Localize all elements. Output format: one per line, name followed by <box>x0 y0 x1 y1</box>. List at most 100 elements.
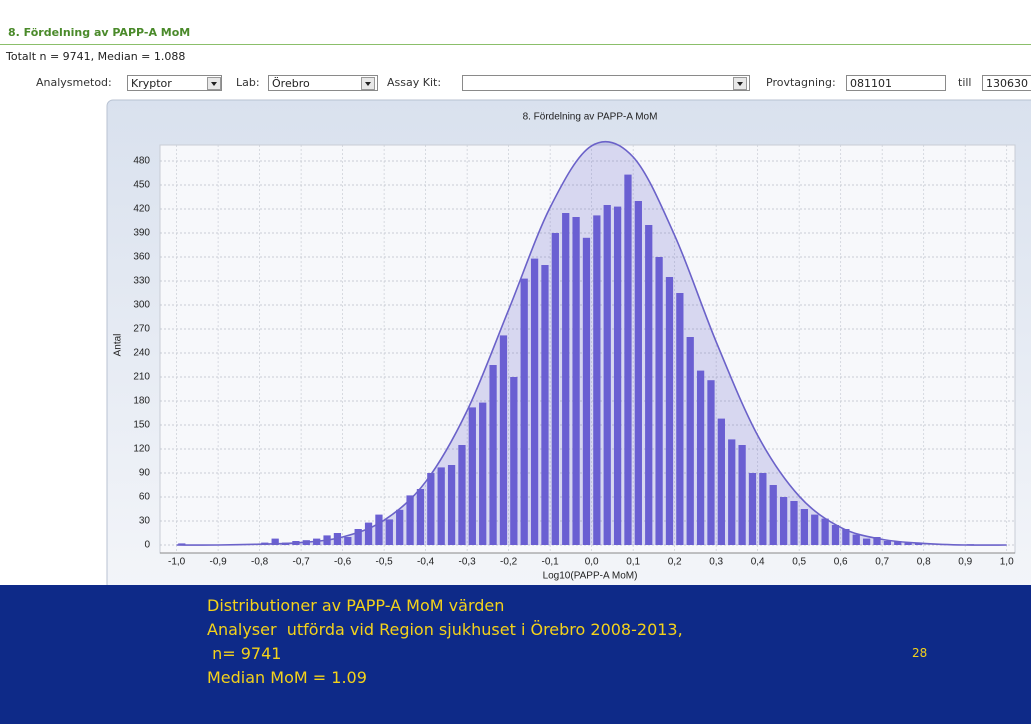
caption-line: Analyser utförda vid Region sjukhuset i … <box>207 620 683 639</box>
bar <box>728 439 736 545</box>
bar <box>530 258 539 545</box>
bar <box>582 237 591 546</box>
bar <box>562 213 570 545</box>
bar <box>613 206 622 545</box>
page-number: 28 <box>912 646 928 660</box>
y-tick-label: 240 <box>133 348 150 359</box>
bar <box>665 277 674 545</box>
bar <box>416 489 425 545</box>
x-tick-label: 0,2 <box>668 557 682 568</box>
bar <box>603 205 611 545</box>
y-tick-label: 330 <box>133 276 150 287</box>
y-tick-label: 270 <box>133 324 150 335</box>
y-tick-label: 360 <box>133 252 150 263</box>
y-axis-label: Antal <box>113 334 124 357</box>
filter-label: till <box>958 76 972 89</box>
dropdown-button[interactable] <box>207 77 221 90</box>
bar <box>707 380 715 545</box>
caption-line: Distributioner av PAPP-A MoM värden <box>207 596 505 615</box>
x-tick-label: 0,0 <box>585 557 599 568</box>
bar <box>904 542 912 545</box>
bar <box>717 418 725 545</box>
bar <box>499 335 508 545</box>
bar <box>748 473 757 545</box>
x-tick-label: 0,3 <box>709 557 723 568</box>
curve-area <box>176 141 1007 546</box>
divider <box>0 44 1031 45</box>
bar <box>811 514 819 545</box>
summary: Totalt n = 9741, Median = 1.088 <box>6 50 186 63</box>
select[interactable]: Kryptor <box>127 75 222 91</box>
bar <box>385 519 393 545</box>
x-tick-label: -1,0 <box>168 557 186 568</box>
x-tick-label: -0,3 <box>459 557 477 568</box>
section-title: 8. Fördelning av PAPP-A MoM <box>8 26 191 39</box>
bar <box>375 514 383 545</box>
y-tick-label: 120 <box>133 444 150 455</box>
y-tick-label: 390 <box>133 228 150 239</box>
bar <box>468 407 476 545</box>
y-tick-label: 90 <box>139 468 151 479</box>
x-tick-label: 0,6 <box>834 557 848 568</box>
bar <box>437 467 445 545</box>
bar <box>852 534 860 545</box>
filter-label: Lab: <box>236 76 260 89</box>
bar <box>551 233 559 545</box>
y-tick-label: 420 <box>133 204 150 215</box>
y-tick-label: 480 <box>133 156 150 167</box>
curve-line <box>176 140 1007 546</box>
bar <box>883 541 892 545</box>
x-tick-label: -0,5 <box>376 557 394 568</box>
bar <box>790 501 798 545</box>
x-tick-label: 0,7 <box>875 557 889 568</box>
y-tick-label: 210 <box>133 372 150 383</box>
bar <box>354 529 362 545</box>
caption-line: Median MoM = 1.09 <box>207 668 367 687</box>
x-tick-label: 0,9 <box>958 557 972 568</box>
bar <box>624 174 632 545</box>
text-input[interactable]: 081101 <box>846 75 946 91</box>
bar <box>364 522 373 545</box>
bar <box>406 495 414 545</box>
text-input[interactable]: 130630 <box>982 75 1031 91</box>
bar <box>769 485 777 545</box>
bar <box>800 509 808 545</box>
bar <box>572 217 580 545</box>
bar <box>779 497 788 545</box>
x-tick-label: -0,4 <box>417 557 435 568</box>
y-tick-label: 150 <box>133 420 150 431</box>
dropdown-button[interactable] <box>733 77 747 90</box>
x-tick-label: 1,0 <box>1000 557 1014 568</box>
select[interactable]: Örebro <box>268 75 378 91</box>
filter-label: Provtagning: <box>766 76 836 89</box>
x-tick-label: -0,8 <box>251 557 269 568</box>
bar <box>759 473 767 545</box>
bar <box>447 465 456 545</box>
y-tick-label: 180 <box>133 396 150 407</box>
x-tick-label: 0,1 <box>626 557 640 568</box>
bar <box>178 543 186 545</box>
x-tick-label: -0,1 <box>542 557 560 568</box>
bar <box>831 525 840 545</box>
bar <box>696 370 705 545</box>
bar <box>271 538 279 545</box>
bar <box>510 377 518 545</box>
bar <box>479 402 487 545</box>
y-tick-label: 450 <box>133 180 150 191</box>
x-tick-label: -0,6 <box>334 557 352 568</box>
select[interactable] <box>462 75 750 91</box>
dropdown-button[interactable] <box>361 77 375 90</box>
x-axis-label: Log10(PAPP-A MoM) <box>543 571 638 582</box>
chart: 8. Fördelning av PAPP-A MoM Log10(PAPP-A… <box>106 99 1031 585</box>
filter-label: Assay Kit: <box>387 76 442 89</box>
bar <box>676 293 684 545</box>
bar <box>645 225 653 545</box>
bar <box>873 537 881 545</box>
x-tick-label: -0,2 <box>500 557 518 568</box>
chart-title: 8. Fördelning av PAPP-A MoM <box>523 112 658 123</box>
x-tick-label: 0,5 <box>792 557 806 568</box>
filter-label: Analysmetod: <box>36 76 112 89</box>
y-tick-label: 0 <box>144 540 150 551</box>
bar <box>842 529 850 545</box>
